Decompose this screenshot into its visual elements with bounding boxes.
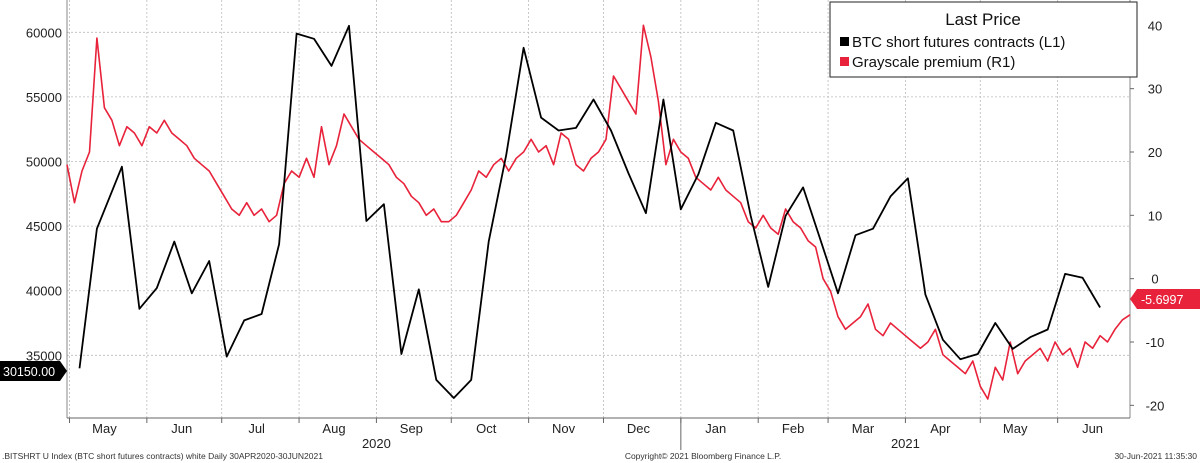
year-label: 2020	[362, 436, 391, 451]
left-tick-label: 35000	[26, 348, 62, 363]
month-label: Feb	[782, 421, 804, 436]
legend-entry-btc: BTC short futures contracts (L1)	[852, 34, 1065, 51]
legend-swatch-grayscale	[840, 57, 849, 66]
left-tick-label: 50000	[26, 155, 62, 170]
right-tick-label: 0	[1151, 272, 1158, 287]
right-tick-label: -20	[1146, 398, 1165, 413]
last-value-left-text: 30150.00	[3, 365, 55, 379]
month-label: Jan	[705, 421, 726, 436]
right-tick-label: 10	[1148, 208, 1162, 223]
last-value-flag-right: -5.6997	[1130, 289, 1200, 309]
footer: .BITSHRT U Index (BTC short futures cont…	[2, 451, 1197, 461]
footer-left: .BITSHRT U Index (BTC short futures cont…	[2, 451, 323, 461]
month-label: Aug	[322, 421, 345, 436]
legend-swatch-btc	[840, 37, 849, 46]
left-tick-label: 40000	[26, 284, 62, 299]
left-tick-label: 60000	[26, 25, 62, 40]
month-label: May	[92, 421, 117, 436]
right-tick-label: 40	[1148, 18, 1162, 33]
last-value-flag-left: 30150.00	[0, 361, 67, 381]
left-tick-label: 45000	[26, 219, 62, 234]
legend: Last Price BTC short futures contracts (…	[829, 1, 1138, 78]
month-label: Nov	[552, 421, 576, 436]
last-value-right-text: -5.6997	[1141, 293, 1183, 307]
month-label: Sep	[400, 421, 423, 436]
legend-title: Last Price	[945, 10, 1021, 29]
series-line-btc	[78, 24, 1101, 399]
month-label: May	[1003, 421, 1028, 436]
footer-center: Copyright© 2021 Bloomberg Finance L.P.	[625, 451, 781, 461]
right-tick-label: 30	[1148, 82, 1162, 97]
legend-entry-grayscale: Grayscale premium (R1)	[852, 54, 1015, 71]
month-label: Oct	[476, 421, 497, 436]
footer-right: 30-Jun-2021 11:35:30	[1114, 451, 1197, 461]
left-axis-ticks: 60000 55000 50000 45000 40000 35000	[26, 25, 62, 363]
right-tick-label: 20	[1148, 145, 1162, 160]
month-label: Jun	[171, 421, 192, 436]
month-label: Apr	[930, 421, 951, 436]
x-axis: May Jun Jul Aug Sep Oct Nov Dec Jan Feb Mar Apr May J…	[68, 418, 1103, 451]
series-line-grayscale	[66, 24, 1131, 400]
left-tick-label: 55000	[26, 90, 62, 105]
right-tick-label: -10	[1146, 335, 1165, 350]
series-layer	[66, 24, 1131, 400]
month-label: Dec	[627, 421, 651, 436]
month-label: Mar	[852, 421, 875, 436]
year-label: 2021	[891, 436, 920, 451]
right-axis-ticks: 40 30 20 10 0 -10 -20	[1130, 18, 1164, 413]
month-label: Jul	[248, 421, 265, 436]
month-label: Jun	[1082, 421, 1103, 436]
